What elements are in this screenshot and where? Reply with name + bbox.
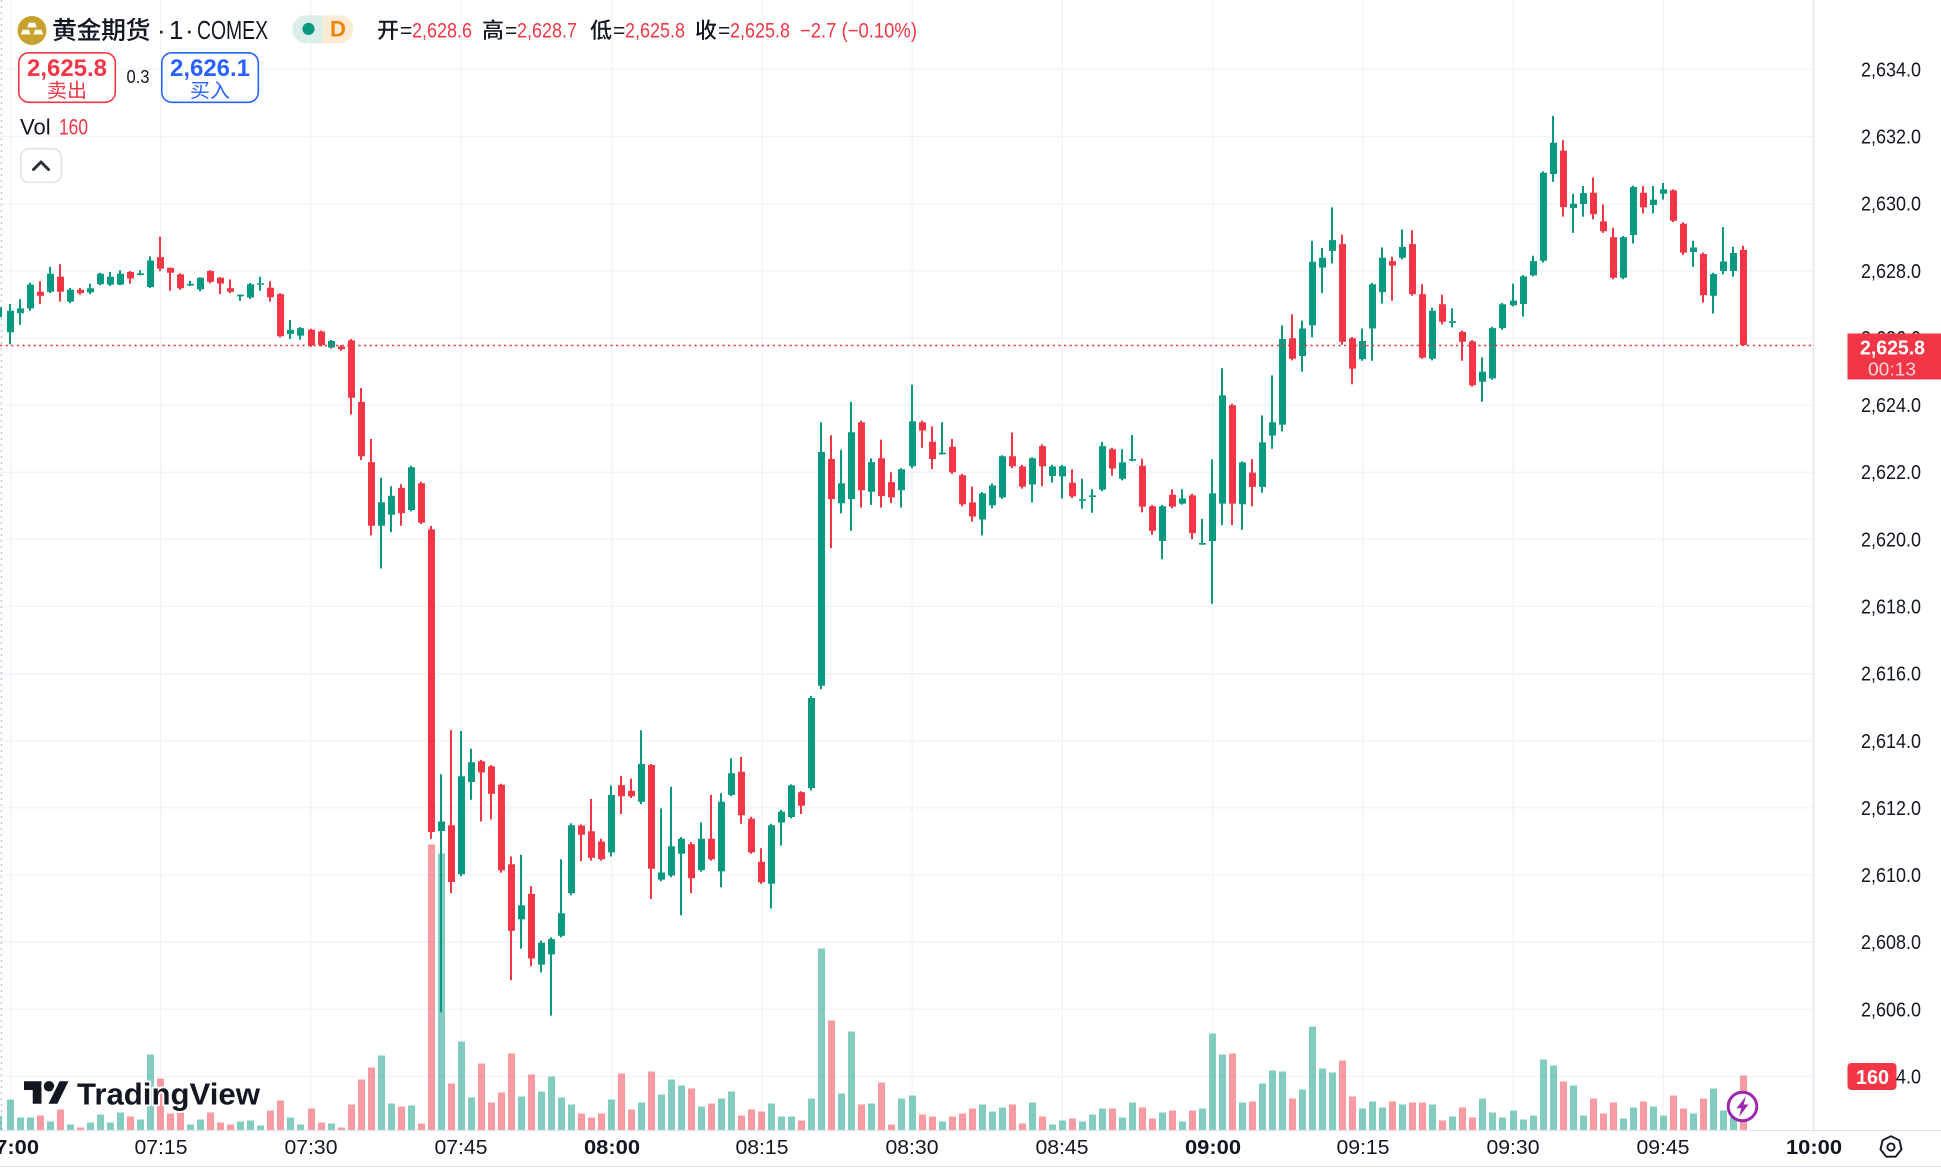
svg-text:08:45: 08:45: [1036, 1137, 1089, 1159]
svg-text:COMEX: COMEX: [197, 15, 268, 45]
svg-text:08:00: 08:00: [584, 1137, 640, 1159]
svg-text:2,618.0: 2,618.0: [1861, 597, 1921, 619]
svg-text:08:30: 08:30: [886, 1137, 939, 1159]
svg-text:=: =: [613, 20, 625, 43]
svg-text:09:00: 09:00: [1185, 1137, 1241, 1159]
svg-text:−2.7 (−0.10%): −2.7 (−0.10%): [800, 20, 917, 43]
svg-text:07:45: 07:45: [435, 1137, 488, 1159]
svg-text:2,622.0: 2,622.0: [1861, 462, 1921, 484]
svg-text:2,614.0: 2,614.0: [1861, 731, 1921, 753]
svg-text:=: =: [400, 20, 412, 43]
svg-text:07:30: 07:30: [285, 1137, 338, 1159]
svg-text:2,624.0: 2,624.0: [1861, 395, 1921, 417]
svg-text:2,625.8: 2,625.8: [1860, 338, 1925, 360]
svg-text:2,628.6: 2,628.6: [412, 20, 472, 43]
svg-text:0.3: 0.3: [127, 67, 150, 87]
svg-text:2,628.7: 2,628.7: [517, 20, 577, 43]
svg-text:09:45: 09:45: [1637, 1137, 1690, 1159]
svg-text:09:15: 09:15: [1337, 1137, 1390, 1159]
svg-text:2,625.8: 2,625.8: [27, 55, 107, 82]
svg-text:2,630.0: 2,630.0: [1861, 194, 1921, 216]
svg-text:160: 160: [59, 115, 88, 140]
svg-text:D: D: [330, 17, 346, 42]
svg-text:=: =: [505, 20, 517, 43]
svg-text:2,625.8: 2,625.8: [730, 20, 790, 43]
svg-text:2,612.0: 2,612.0: [1861, 798, 1921, 820]
svg-text:2,620.0: 2,620.0: [1861, 529, 1921, 551]
svg-text:2,628.0: 2,628.0: [1861, 261, 1921, 283]
svg-text:TradingView: TradingView: [77, 1077, 261, 1112]
svg-text:2,610.0: 2,610.0: [1861, 865, 1921, 887]
svg-text:00:13: 00:13: [1868, 360, 1916, 380]
svg-text:07:15: 07:15: [135, 1137, 188, 1159]
svg-text:=: =: [718, 20, 730, 43]
svg-text:07:00: 07:00: [0, 1137, 39, 1159]
svg-text:2,625.8: 2,625.8: [625, 20, 685, 43]
svg-text:08:15: 08:15: [736, 1137, 789, 1159]
svg-text:2,632.0: 2,632.0: [1861, 127, 1921, 149]
svg-text:Vol: Vol: [20, 115, 51, 140]
svg-text:2,626.1: 2,626.1: [170, 55, 250, 82]
svg-text:2,616.0: 2,616.0: [1861, 664, 1921, 686]
svg-text:160: 160: [1856, 1067, 1889, 1089]
svg-text:2,606.0: 2,606.0: [1861, 999, 1921, 1021]
svg-text:10:00: 10:00: [1786, 1137, 1842, 1159]
svg-text:2,608.0: 2,608.0: [1861, 932, 1921, 954]
svg-text:·: ·: [157, 15, 166, 45]
svg-text:09:30: 09:30: [1487, 1137, 1540, 1159]
svg-text:2,634.0: 2,634.0: [1861, 59, 1921, 81]
svg-text:1: 1: [169, 15, 183, 45]
svg-text:·: ·: [185, 15, 194, 45]
